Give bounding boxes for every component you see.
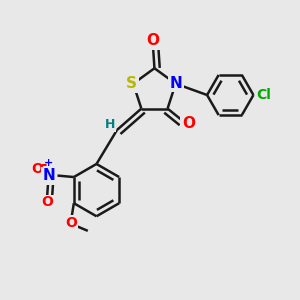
Text: S: S [126,76,137,91]
Text: H: H [105,118,116,131]
Text: O: O [65,215,77,230]
Text: O: O [146,33,160,48]
Text: Cl: Cl [256,88,271,102]
Text: O: O [182,116,195,131]
Text: N: N [42,168,55,183]
Text: N: N [169,76,182,91]
Text: O: O [32,162,43,176]
Text: -: - [40,157,46,172]
Text: +: + [44,158,53,168]
Text: O: O [41,195,53,209]
